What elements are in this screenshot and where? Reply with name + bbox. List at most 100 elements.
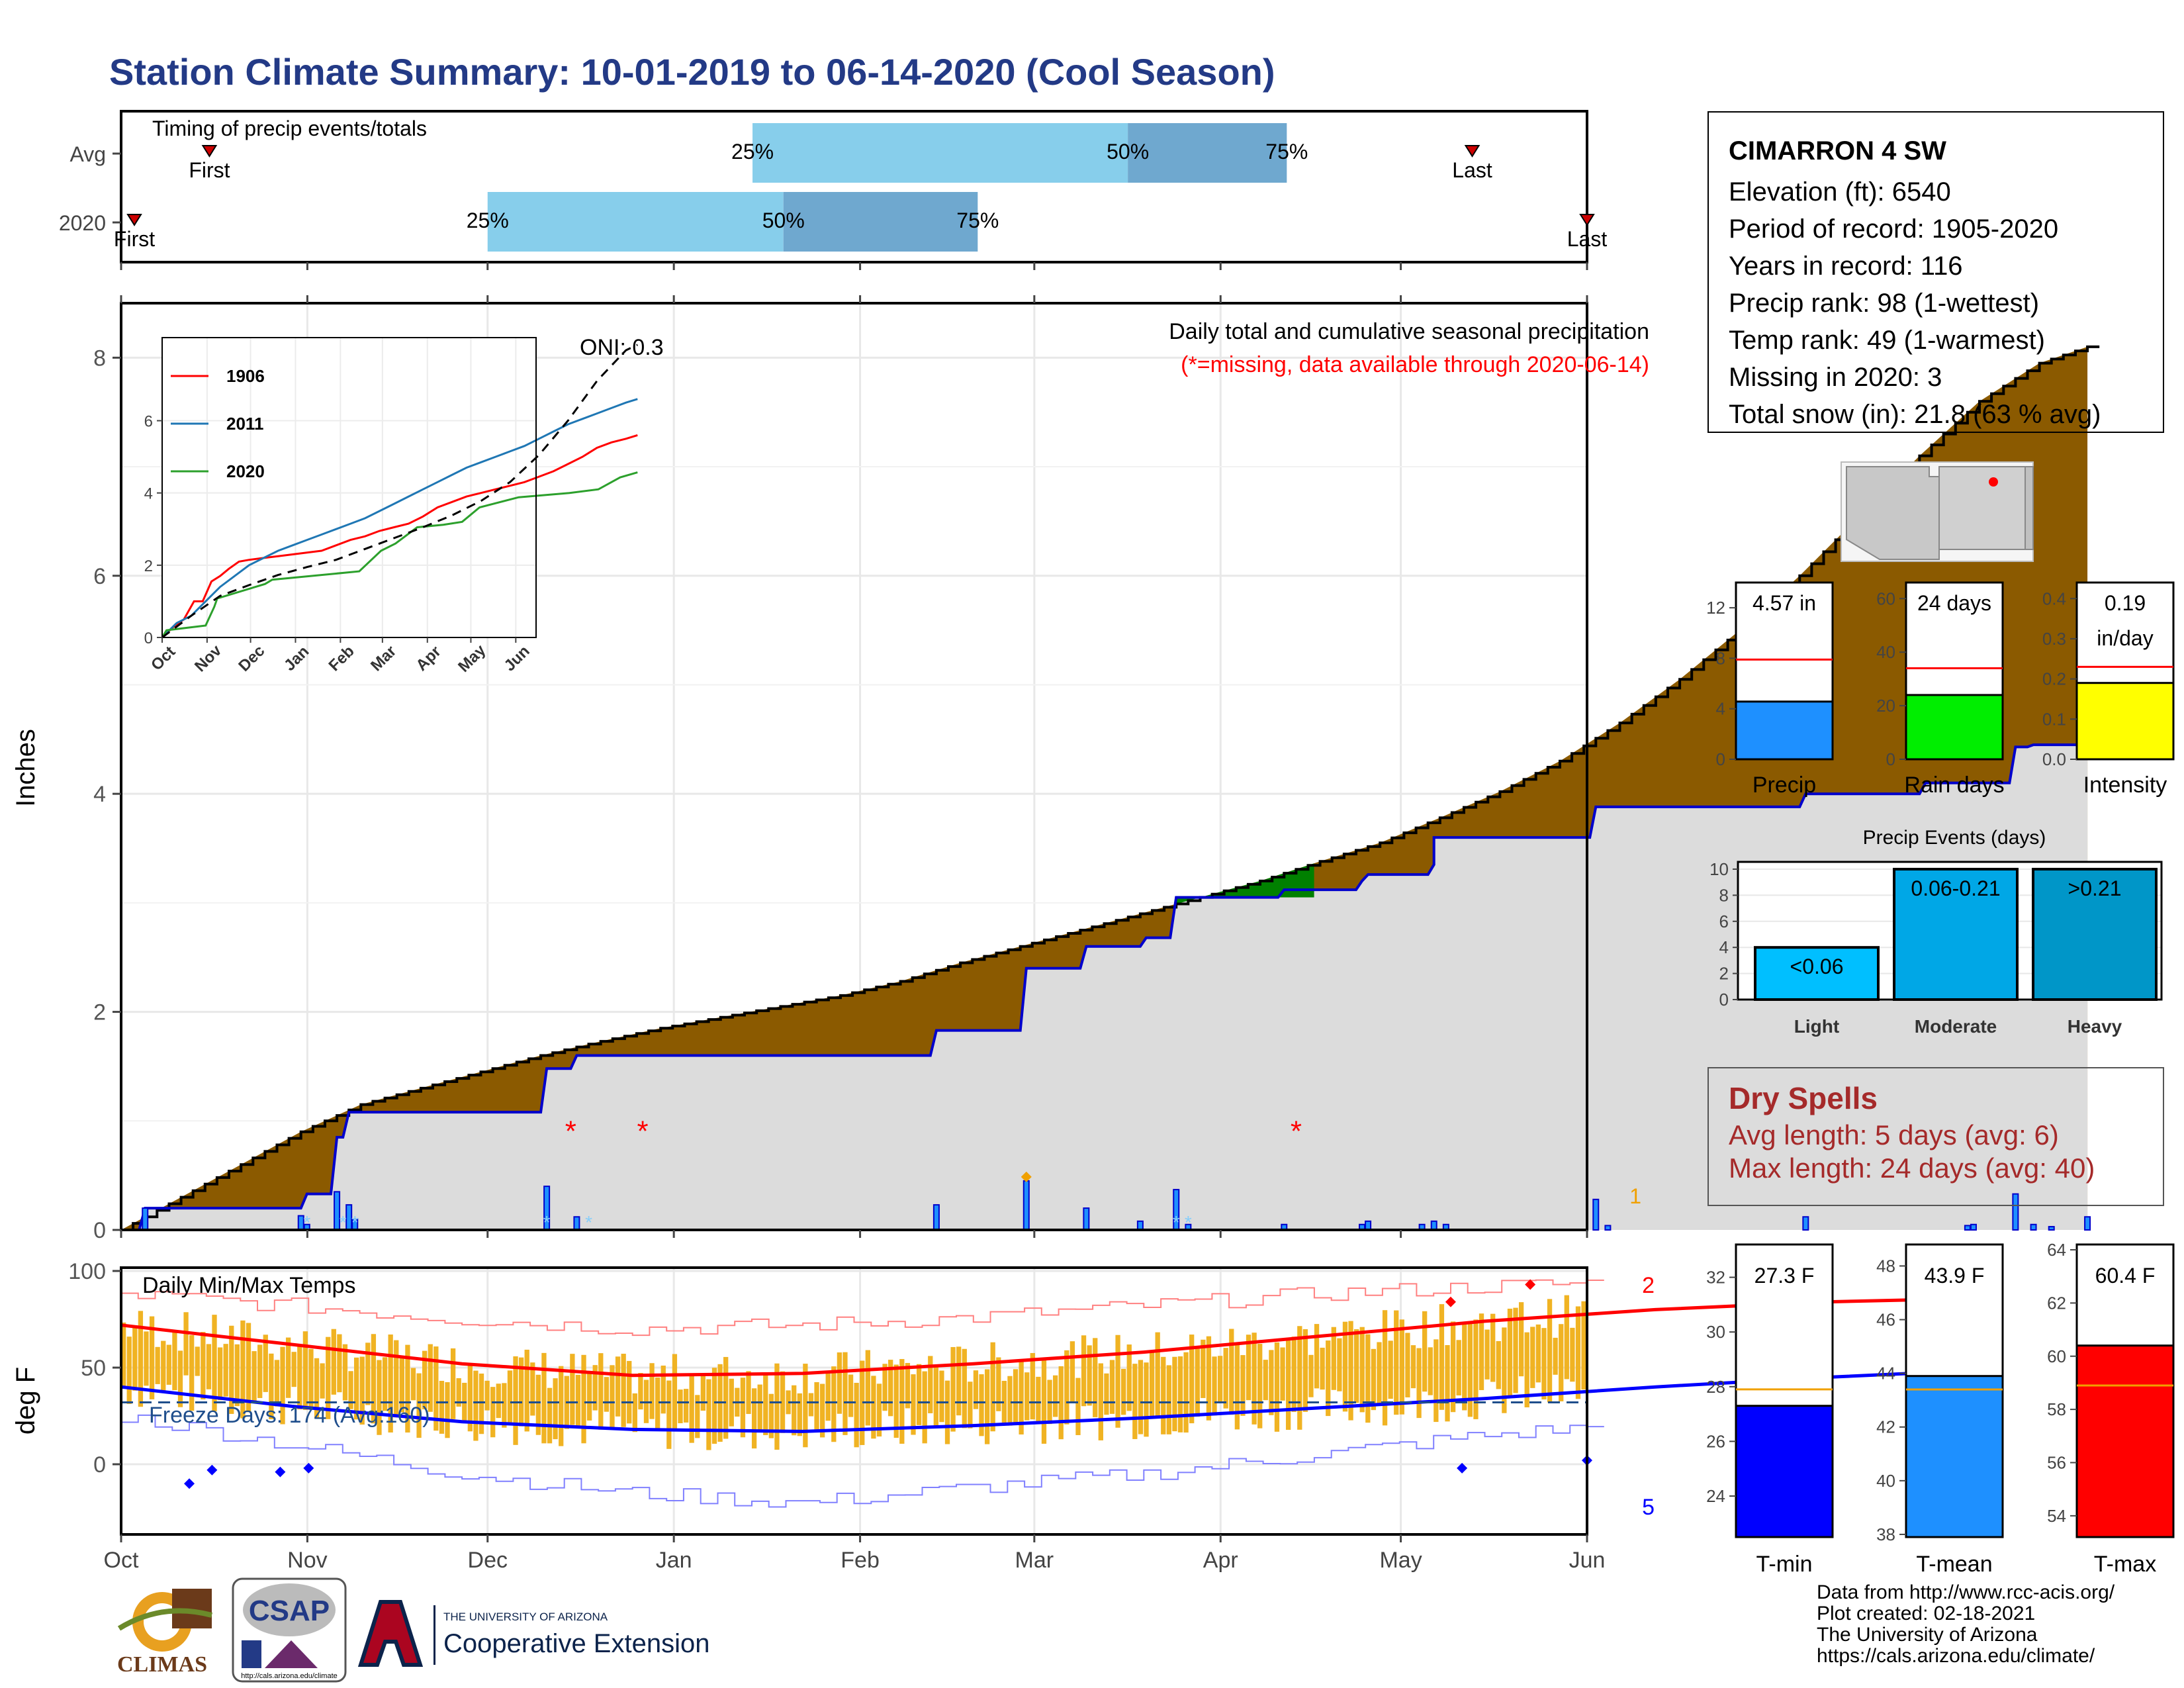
timing-panel: Timing of precip events/totals Avg 25% 50% 7… bbox=[59, 110, 1607, 270]
tmean-y-tick-label: 40 bbox=[1876, 1471, 1895, 1491]
inset-series-line bbox=[161, 471, 638, 638]
timing-bar-50-75 bbox=[1128, 123, 1287, 183]
daily-temp-bar bbox=[445, 1382, 450, 1438]
daily-temp-bar bbox=[837, 1352, 842, 1414]
daily-temp-bar bbox=[172, 1331, 177, 1391]
first-event-label: First bbox=[114, 227, 155, 251]
intensity-y-tick-label: 0.4 bbox=[2042, 588, 2066, 608]
daily-temp-bar bbox=[121, 1322, 126, 1387]
daily-temp-bar bbox=[439, 1380, 445, 1434]
daily-temp-bar bbox=[899, 1359, 905, 1444]
y-tick-label: 0 bbox=[93, 1218, 106, 1243]
daily-temp-bar bbox=[615, 1356, 621, 1417]
daily-temp-bar bbox=[962, 1348, 967, 1429]
daily-temp-bar bbox=[320, 1363, 325, 1399]
daily-temp-bar bbox=[825, 1372, 831, 1421]
daily-temp-bar bbox=[456, 1378, 461, 1407]
daily-precip-bar bbox=[2048, 1226, 2055, 1231]
tmean-y-tick-label: 46 bbox=[1876, 1310, 1895, 1330]
daily-temp-bar bbox=[621, 1354, 626, 1427]
daily-temp-bar bbox=[478, 1374, 484, 1434]
daily-temp-bar bbox=[990, 1342, 995, 1432]
footer-line: Plot created: 02-18-2021 bbox=[1817, 1603, 2036, 1624]
tmax-label: T-max bbox=[2094, 1552, 2156, 1577]
events-y-tick-label: 0 bbox=[1719, 990, 1729, 1009]
daily-temp-bar bbox=[1183, 1352, 1189, 1433]
timing-p50-label: 50% bbox=[762, 209, 805, 232]
daily-temp-bar bbox=[711, 1368, 717, 1444]
daily-temp-bar bbox=[1348, 1321, 1353, 1421]
intensity-label: Intensity bbox=[2083, 773, 2167, 798]
csap-url: http://cals.arizona.edu/climate bbox=[241, 1672, 338, 1680]
daily-temp-bar bbox=[1581, 1301, 1586, 1390]
daily-temp-bar bbox=[223, 1344, 228, 1397]
daily-temp-bar bbox=[524, 1349, 529, 1432]
daily-temp-bar bbox=[1467, 1323, 1473, 1417]
ua-big-text: Cooperative Extension bbox=[443, 1629, 709, 1658]
daily-temp-bar bbox=[768, 1393, 774, 1438]
daily-temp-bar bbox=[865, 1350, 870, 1426]
precip-label: Precip bbox=[1752, 773, 1816, 798]
daily-temp-bar bbox=[638, 1373, 643, 1410]
precip-y-tick-label: 12 bbox=[1706, 598, 1725, 618]
daily-temp-bar bbox=[1041, 1359, 1047, 1444]
inset-legend-label: 2020 bbox=[226, 461, 265, 481]
daily-temp-bar bbox=[183, 1312, 189, 1376]
daily-temp-bar bbox=[1394, 1310, 1399, 1415]
daily-temp-bar bbox=[394, 1340, 399, 1418]
missing-day-marker: * bbox=[565, 1115, 576, 1147]
timing-bar-25-50 bbox=[487, 192, 784, 252]
daily-temp-bar bbox=[792, 1385, 797, 1436]
daily-precip-bar bbox=[2030, 1223, 2037, 1231]
daily-temp-bar bbox=[1337, 1338, 1342, 1391]
precip-value-bar bbox=[1735, 700, 1834, 761]
daily-temp-bar bbox=[860, 1360, 865, 1445]
daily-temp-bar bbox=[1263, 1360, 1268, 1401]
daily-temp-bar bbox=[586, 1372, 592, 1421]
rain-days-y-tick-label: 40 bbox=[1876, 642, 1895, 662]
daily-temp-bar bbox=[1001, 1380, 1007, 1423]
snow-marker: * bbox=[585, 1212, 592, 1233]
daily-precip-bar bbox=[2012, 1193, 2019, 1231]
tmin-y-tick-label: 32 bbox=[1706, 1268, 1725, 1288]
daily-temp-bar bbox=[553, 1378, 558, 1440]
daily-temp-bar bbox=[473, 1370, 478, 1441]
daily-temp-bar bbox=[177, 1350, 183, 1407]
events-bar bbox=[2032, 868, 2158, 1001]
daily-temp-bar bbox=[1388, 1340, 1393, 1399]
record-low-marker bbox=[303, 1462, 314, 1474]
daily-temp-bar bbox=[433, 1346, 439, 1431]
daily-temp-bar bbox=[291, 1352, 296, 1387]
snow-marker: * bbox=[543, 1212, 551, 1233]
daily-precip-bar bbox=[573, 1216, 580, 1231]
tmin-y-tick-label: 24 bbox=[1706, 1486, 1725, 1506]
daily-temp-bar bbox=[723, 1356, 729, 1439]
intensity-value-unit: in/day bbox=[2097, 626, 2153, 650]
daily-temp-bar bbox=[1439, 1304, 1445, 1410]
daily-temp-bar bbox=[700, 1374, 705, 1411]
daily-temp-bar bbox=[1371, 1348, 1377, 1411]
daily-temp-bar bbox=[1484, 1329, 1490, 1380]
daily-temp-bar bbox=[331, 1329, 336, 1395]
inset-frame bbox=[161, 337, 537, 638]
daily-temp-bar bbox=[206, 1344, 212, 1389]
daily-temp-bar bbox=[541, 1352, 547, 1444]
observed-cumulative-area bbox=[121, 731, 2088, 1230]
summary-bars: 0 4 8 12 4.57 in Precip 0 20 40 60 24 days Rain day… bbox=[1706, 581, 2175, 798]
daily-temp-bar bbox=[780, 1371, 786, 1433]
daily-temp-bar bbox=[246, 1323, 251, 1413]
record-high-marker bbox=[1525, 1279, 1536, 1290]
daily-temp-bar bbox=[1081, 1335, 1087, 1407]
daily-temp-bar bbox=[950, 1346, 956, 1432]
daily-temp-bar bbox=[518, 1357, 524, 1427]
info-temp-rank: Temp rank: 49 (1-warmest) bbox=[1729, 326, 2045, 355]
daily-temp-bar bbox=[1490, 1313, 1496, 1382]
station-info-box: CIMARRON 4 SW Elevation (ft): 6540 Perio… bbox=[1707, 111, 2164, 433]
daily-temp-bar bbox=[132, 1326, 138, 1391]
daily-temp-bar bbox=[1496, 1340, 1501, 1389]
daily-temp-bar bbox=[922, 1371, 927, 1444]
inset-series-line bbox=[161, 398, 638, 639]
precip-value-label: 4.57 in bbox=[1752, 591, 1816, 615]
locator-map bbox=[1841, 461, 2034, 562]
